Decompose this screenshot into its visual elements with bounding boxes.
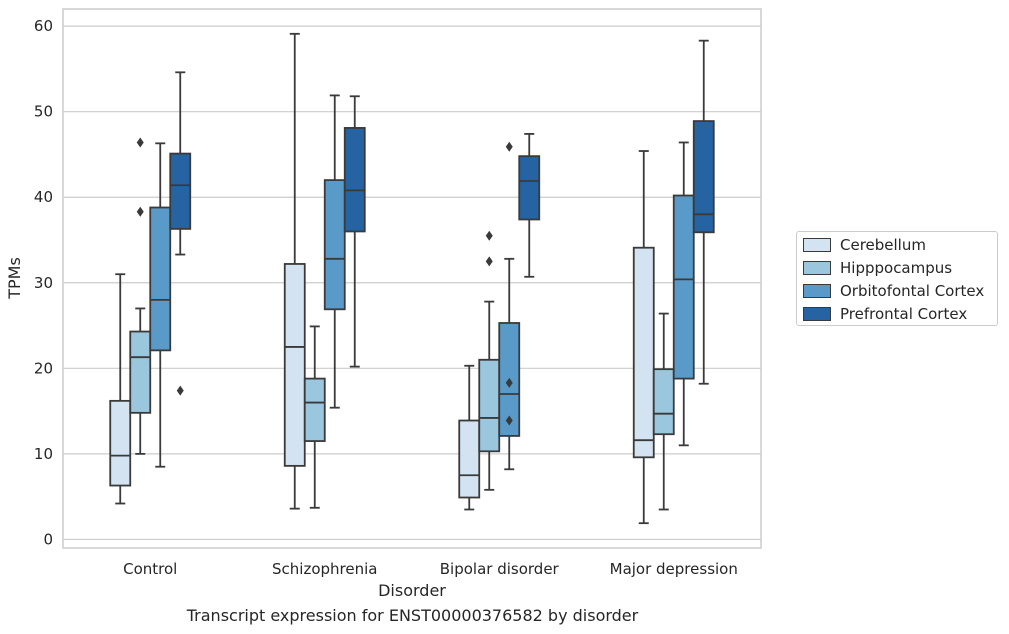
outlier-0 xyxy=(136,206,144,217)
box-3-3 xyxy=(692,39,715,385)
box-body xyxy=(303,377,326,442)
legend-item-hippocampus: Hipppocampus xyxy=(803,258,952,278)
box-body xyxy=(109,399,132,487)
legend-swatch-cerebellum xyxy=(803,238,831,252)
legend-label-hippocampus: Hipppocampus xyxy=(840,259,953,277)
y-tick-50: 50 xyxy=(34,103,53,121)
x-tick-3: Major depression xyxy=(610,560,738,578)
boxes xyxy=(109,32,715,525)
y-tick-40: 40 xyxy=(34,188,53,206)
box-body xyxy=(149,206,172,352)
box-body xyxy=(518,155,541,221)
x-tick-0: Control xyxy=(123,560,177,578)
box-2-0 xyxy=(149,142,172,468)
figure-caption: Transcript expression for ENST0000037658… xyxy=(186,606,639,625)
box-3-1 xyxy=(343,95,366,368)
box-0-3 xyxy=(632,150,655,525)
legend-swatch-orbitofrontal xyxy=(803,284,831,298)
box-body xyxy=(458,419,481,499)
box-body xyxy=(652,368,675,436)
box-2-3 xyxy=(672,141,695,447)
box-body xyxy=(323,179,346,311)
y-tick-30: 30 xyxy=(34,274,53,292)
outlier-1 xyxy=(136,137,144,148)
y-tick-20: 20 xyxy=(34,359,53,377)
box-body xyxy=(129,330,152,414)
box-body xyxy=(632,246,655,459)
box-body xyxy=(478,358,501,453)
box-2-1 xyxy=(323,94,346,409)
outlier-1 xyxy=(485,230,493,241)
box-0-2 xyxy=(458,364,481,511)
outlier-0 xyxy=(485,256,493,267)
y-tick-labels: 0 10 20 30 40 50 60 xyxy=(34,17,53,548)
x-tick-1: Schizophrenia xyxy=(272,560,377,578)
box-3-2 xyxy=(518,133,541,278)
legend-item-prefrontal: Prefrontal Cortex xyxy=(803,304,967,324)
plot-frame xyxy=(62,8,762,549)
y-axis-label: TPMs xyxy=(5,257,24,300)
legend-item-orbitofrontal: Orbitofontal Cortex xyxy=(803,281,984,301)
box-0-1 xyxy=(283,32,306,510)
box-body xyxy=(169,152,192,230)
legend-swatch-hippocampus xyxy=(803,261,831,275)
x-tick-2: Bipolar disorder xyxy=(440,560,560,578)
legend-label-prefrontal: Prefrontal Cortex xyxy=(840,305,968,323)
legend-label-orbitofrontal: Orbitofontal Cortex xyxy=(840,282,985,300)
y-tick-0: 0 xyxy=(43,530,53,548)
outlier-2 xyxy=(505,141,513,152)
outlier-1 xyxy=(505,377,513,388)
outlier-0 xyxy=(176,385,184,396)
box-1-1 xyxy=(303,325,326,509)
box-body xyxy=(283,263,306,467)
box-3-0 xyxy=(169,71,192,396)
legend-label-cerebellum: Cerebellum xyxy=(840,236,926,254)
outlier-0 xyxy=(505,415,513,426)
box-body xyxy=(672,194,695,380)
box-1-3 xyxy=(652,312,675,511)
y-tick-10: 10 xyxy=(34,445,53,463)
box-body xyxy=(692,120,715,234)
x-axis-label: Disorder xyxy=(378,581,446,600)
legend-swatch-prefrontal xyxy=(803,307,831,321)
box-0-0 xyxy=(109,273,132,505)
x-tick-labels: Control Schizophrenia Bipolar disorder Majo… xyxy=(123,560,738,578)
legend-item-cerebellum: Cerebellum xyxy=(803,235,926,255)
box-body xyxy=(343,127,366,233)
box-1-2 xyxy=(478,230,501,491)
legend: Cerebellum Hipppocampus Orbitofontal Cor… xyxy=(796,231,998,326)
y-tick-60: 60 xyxy=(34,17,53,35)
box-1-0 xyxy=(129,137,152,455)
box-2-2 xyxy=(498,141,521,471)
